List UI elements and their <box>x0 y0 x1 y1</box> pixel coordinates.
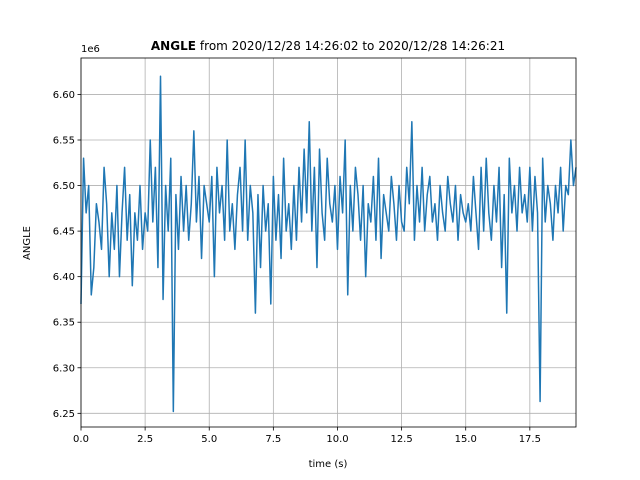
x-tick-label: 10.0 <box>326 434 348 445</box>
y-offset-label: 1e6 <box>81 44 100 55</box>
x-tick-label: 15.0 <box>455 434 477 445</box>
x-axis-label: time (s) <box>309 459 348 470</box>
y-tick-label: 6.35 <box>53 318 75 329</box>
y-tick-label: 6.45 <box>53 227 75 238</box>
x-tick-label: 12.5 <box>390 434 412 445</box>
x-tick-label: 2.5 <box>137 434 153 445</box>
x-tick-label: 0.0 <box>73 434 89 445</box>
y-tick-label: 6.50 <box>53 181 75 192</box>
title-main: ANGLE <box>151 39 196 53</box>
data-line <box>80 75 577 413</box>
y-tick-label: 6.40 <box>53 272 75 283</box>
plot-frame <box>80 57 577 428</box>
y-tick-label: 6.30 <box>53 363 75 374</box>
chart-title: ANGLE from 2020/12/28 14:26:02 to 2020/12… <box>151 39 505 53</box>
y-axis-label: ANGLE <box>22 226 33 260</box>
x-tick-label: 5.0 <box>201 434 217 445</box>
x-tick-label: 17.5 <box>519 434 541 445</box>
x-tick-label: 7.5 <box>265 434 281 445</box>
y-tick-label: 6.25 <box>53 409 75 420</box>
y-tick-label: 6.55 <box>53 136 75 147</box>
y-tick-label: 6.60 <box>53 90 75 101</box>
title-suffix: from 2020/12/28 14:26:02 to 2020/12/28 1… <box>200 39 505 53</box>
